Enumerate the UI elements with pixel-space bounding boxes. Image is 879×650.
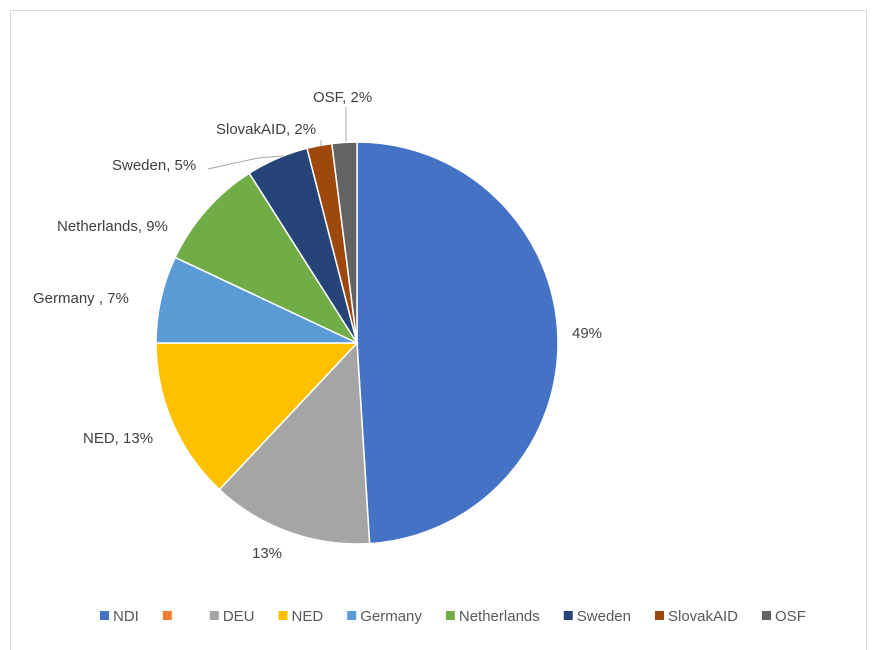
legend-swatch-deu xyxy=(209,611,219,620)
leader-line-sweden xyxy=(207,155,284,170)
data-label-slovakaid: SlovakAID, 2% xyxy=(216,121,316,138)
legend-label-sweden: Sweden xyxy=(577,608,631,625)
legend-label-germany: Germany xyxy=(360,608,422,625)
legend: NDI DEU NED Germany Netherlands Sweden SlovakA… xyxy=(100,608,806,625)
data-labels: 49% 13% NED, 13% Germany , 7% Netherlands, 9… xyxy=(33,89,602,562)
leader-lines xyxy=(207,107,347,170)
pie-slice-deu xyxy=(218,341,371,545)
legend-label-ndi: NDI xyxy=(113,608,139,625)
legend-label-slovakaid: SlovakAID xyxy=(668,608,738,625)
pie-slices xyxy=(155,141,559,545)
pie-slice-netherlands xyxy=(174,172,360,345)
pie-slice-ndi xyxy=(356,141,559,545)
data-label-osf: OSF, 2% xyxy=(313,89,372,106)
legend-swatch-osf xyxy=(762,611,772,620)
data-label-ned: NED, 13% xyxy=(83,430,153,447)
data-label-ndi: 49% xyxy=(572,325,602,342)
legend-swatch-unnamed xyxy=(162,611,172,620)
legend-label-deu: DEU xyxy=(223,608,255,625)
legend-swatch-sweden xyxy=(563,611,573,620)
pie-slice-osf xyxy=(330,141,358,344)
legend-swatch-ned xyxy=(278,611,288,620)
legend-swatch-slovakaid xyxy=(654,611,664,620)
legend-label-ned: NED xyxy=(292,608,324,625)
pie-slice-ned xyxy=(155,342,359,491)
data-label-netherlands: Netherlands, 9% xyxy=(57,218,168,235)
data-label-deu: 13% xyxy=(252,545,282,562)
legend-swatch-netherlands xyxy=(445,611,455,620)
data-label-germany: Germany , 7% xyxy=(33,290,129,307)
legend-swatch-germany xyxy=(347,611,357,620)
legend-label-netherlands: Netherlands xyxy=(459,608,540,625)
data-label-sweden: Sweden, 5% xyxy=(112,157,196,174)
legend-label-osf: OSF xyxy=(775,608,806,625)
legend-swatch-ndi xyxy=(100,611,109,620)
